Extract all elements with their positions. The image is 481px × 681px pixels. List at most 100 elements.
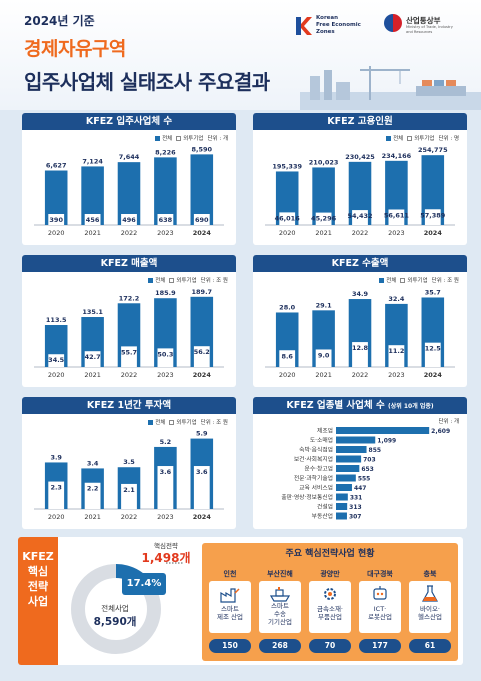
bar-foreign (84, 351, 101, 367)
tick-label: 2022 (352, 229, 369, 237)
bar-foreign (48, 354, 65, 367)
page-title-line2: 입주사업체 실태조사 주요결과 (24, 70, 270, 94)
data-label: 313 (349, 504, 362, 511)
core-count: 1,498개 (141, 551, 191, 565)
tick-label: 2021 (315, 371, 332, 379)
data-label-total: 5.2 (160, 438, 172, 446)
industry-name: 금속소재· 부품산업 (317, 605, 343, 621)
factory-robot-icon (220, 588, 240, 603)
tick-label: 2023 (157, 229, 174, 237)
data-label-foreign: 45,296 (311, 215, 337, 223)
kfez-logo: Korean Free Economic Zones (294, 14, 380, 40)
data-label: 555 (358, 475, 371, 482)
tick-label: 2024 (424, 371, 443, 379)
bar-foreign (424, 209, 441, 225)
data-label-foreign: 456 (86, 216, 100, 224)
data-label-total: 8,226 (155, 148, 176, 156)
bar-industry (336, 474, 356, 482)
data-label-total: 3.9 (50, 453, 62, 461)
tick-label: 부동산업 (312, 512, 333, 520)
data-label-total: 35.7 (425, 288, 441, 296)
chart-unit: 단위 : 명 (438, 136, 459, 142)
industry-item-daegu: 대구경북 ICT· 로봇산업 177 (358, 569, 402, 655)
ministry-name: 산업통상부 (406, 16, 441, 25)
bar-total (81, 166, 104, 225)
data-label-foreign: 12.8 (352, 344, 369, 352)
data-label-foreign: 2.1 (123, 486, 135, 494)
bar-foreign (157, 348, 174, 367)
bar-total (190, 154, 214, 225)
bar-foreign (121, 346, 137, 367)
panel-companies: KFEZ 입주사업체 수 전체 외투기업 단위 : 개 6,627 390 2020… (22, 113, 236, 245)
panel-title: KFEZ 1년간 투자액 (22, 397, 236, 414)
ministry-emblem-icon (384, 14, 402, 32)
legend-total: 전체 (379, 276, 396, 284)
chart-legend: 전체 외투기업 단위 : 조 원 (379, 276, 459, 284)
donut-core-arc (71, 564, 161, 654)
legend-foreign: 외투기업 (169, 276, 197, 284)
tick-label: 2024 (193, 229, 212, 237)
data-label-total: 254,775 (418, 146, 448, 154)
bar-foreign (388, 345, 405, 367)
data-label: 1,099 (377, 437, 396, 444)
data-label: 855 (369, 447, 382, 454)
data-label-foreign: 56,611 (384, 211, 410, 219)
data-label-foreign: 390 (49, 216, 63, 224)
chart-unit: 단위 : 개 (438, 419, 459, 425)
data-label-foreign: 34.5 (48, 356, 65, 364)
legend-total: 전체 (386, 134, 403, 142)
total-count: 8,590개 (93, 616, 137, 628)
industry-region: 부산진해 (267, 570, 293, 578)
industry-item-chungbuk: 충북 바이오· 헬스산업 61 (408, 569, 452, 655)
chart-industry: 제조업 2,609 도·소매업 1,099 숙박·음식점업 855 보건·사회복지업 703 운… (281, 427, 450, 521)
gear-icon (324, 588, 336, 600)
panel-sales: KFEZ 매출액 전체 외투기업 단위 : 조 원 113.5 34.5 2020 1… (22, 255, 236, 387)
tick-label: 2022 (121, 371, 138, 379)
bar-foreign (279, 212, 296, 225)
panel-exports: KFEZ 수출액 전체 외투기업 단위 : 조 원 28.0 8.6 2020 29.… (253, 255, 467, 387)
bar-foreign (157, 214, 174, 225)
bar-foreign (424, 342, 441, 367)
core-label: 핵심전략 (154, 542, 178, 550)
page-title-line1: 경제자유구역 (24, 38, 126, 60)
panel-title: KFEZ 고용인원 (253, 113, 467, 130)
data-label-foreign: 3.6 (196, 468, 208, 476)
bar-foreign (121, 214, 137, 225)
data-label-foreign: 3.6 (160, 468, 172, 476)
core-share-donut (71, 562, 184, 654)
tick-label: 전문·과학기술업 (294, 474, 333, 482)
panel-title: KFEZ 매출액 (22, 255, 236, 272)
data-label: 703 (363, 456, 376, 463)
industry-item-incheon: 인천 스마트 제조 산업 150 (208, 569, 252, 655)
industry-card: 금속소재· 부품산업 (309, 581, 351, 633)
data-label: 331 (350, 494, 363, 501)
tick-label: 2023 (388, 371, 405, 379)
data-label-foreign: 9.0 (318, 351, 330, 359)
tick-label: 2020 (48, 513, 65, 521)
bar-industry (336, 493, 348, 501)
tick-label: 2020 (48, 371, 65, 379)
tick-label: 2022 (121, 229, 138, 237)
data-label-total: 172.2 (119, 294, 140, 302)
panel-title-sub: (상위 10개 업종) (388, 403, 434, 410)
data-label-foreign: 12.5 (425, 345, 442, 353)
data-label-total: 6,627 (46, 162, 67, 170)
tick-label: 2023 (157, 371, 174, 379)
chart-legend: 전체 외투기업 단위 : 조 원 (148, 276, 228, 284)
data-label-foreign: 57,389 (420, 211, 446, 219)
chart-employment: 195,339 46,016 2020 210,023 45,296 2021 230,42… (265, 146, 455, 237)
bar-total (44, 170, 68, 225)
data-label-total: 5.9 (196, 430, 208, 438)
data-label-total: 28.0 (279, 303, 296, 311)
bar-foreign (315, 212, 332, 225)
data-label: 2,609 (431, 428, 450, 435)
bar-industry (336, 465, 360, 472)
industry-region: 충북 (423, 570, 437, 578)
tick-label: 2020 (279, 229, 296, 237)
bar-industry (336, 455, 362, 463)
bar-industry (336, 503, 348, 510)
tick-label: 2023 (388, 229, 405, 237)
chart-unit: 단위 : 조 원 (431, 278, 459, 284)
chart-exports: 28.0 8.6 2020 29.1 9.0 2021 34.9 12.8 2022 32.4 11… (265, 288, 455, 379)
data-label-foreign: 55.7 (121, 348, 137, 356)
